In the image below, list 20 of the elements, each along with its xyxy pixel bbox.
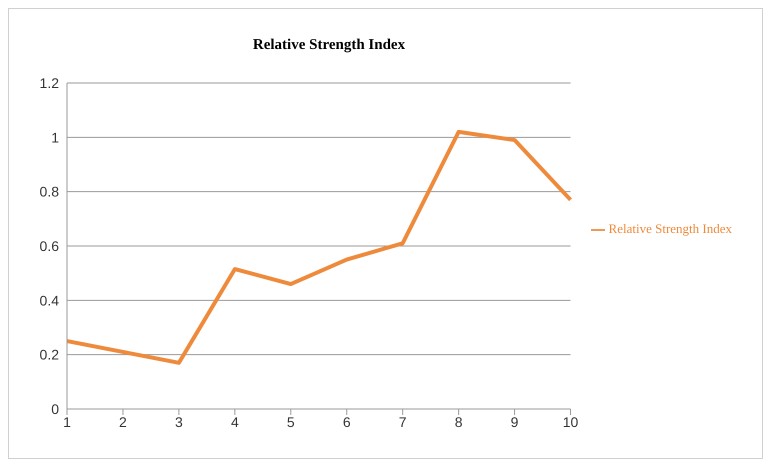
x-tick-label: 3 xyxy=(174,414,183,430)
y-tick-label: 0.2 xyxy=(40,346,60,363)
x-tick-label: 7 xyxy=(398,414,407,430)
chart-title: Relative Strength Index xyxy=(252,37,406,54)
x-tick-label: 4 xyxy=(230,414,239,430)
x-tick-label: 9 xyxy=(510,414,519,430)
x-tick-label: 2 xyxy=(119,414,128,430)
x-tick-label: 5 xyxy=(286,414,295,430)
x-tick-label: 8 xyxy=(454,414,463,430)
y-tick-label: 0.4 xyxy=(40,292,60,308)
y-tick-label: 1.2 xyxy=(40,74,60,91)
y-tick-label: 0.8 xyxy=(40,184,60,200)
y-tick-label: 1 xyxy=(51,129,60,146)
y-tick-label: 0 xyxy=(51,400,60,417)
legend-label: Relative Strength Index xyxy=(608,220,732,236)
x-tick-label: 1 xyxy=(63,414,72,430)
line-series xyxy=(65,130,573,365)
y-tick-label: 0.6 xyxy=(40,238,60,254)
x-tick-label: 6 xyxy=(342,414,351,430)
x-tick-label: 10 xyxy=(562,414,579,430)
